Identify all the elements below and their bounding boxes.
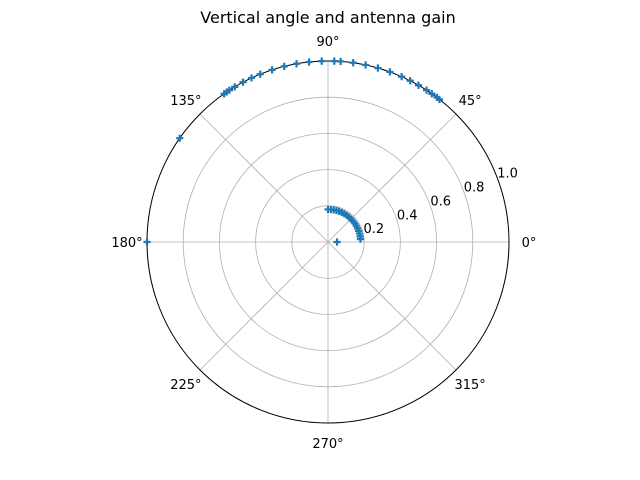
data-point	[256, 70, 264, 78]
angle-tick-label: 180°	[111, 236, 142, 251]
data-point	[330, 57, 338, 65]
data-point	[280, 62, 288, 70]
angle-tick-label: 0°	[522, 236, 537, 251]
data-point	[143, 238, 151, 246]
radial-tick-label: 1.0	[497, 167, 518, 182]
data-point	[318, 57, 326, 65]
polar-grid	[146, 60, 510, 424]
angular-gridline-7	[327, 241, 457, 371]
data-point	[268, 66, 276, 74]
data-point	[349, 59, 357, 67]
angle-tick-label: 315°	[454, 378, 485, 393]
data-point	[433, 93, 441, 102]
data-point	[220, 90, 228, 98]
data-point	[333, 238, 341, 246]
angle-tick-label: 45°	[459, 94, 482, 109]
data-point	[362, 61, 370, 69]
data-points	[143, 57, 444, 246]
angle-tick-label: 270°	[312, 437, 343, 452]
data-point	[374, 64, 382, 72]
angular-gridline-5	[199, 241, 329, 371]
data-point	[406, 77, 414, 85]
data-point	[239, 78, 247, 86]
data-point	[247, 74, 256, 82]
data-point	[176, 134, 184, 142]
radial-tick-label: 0.8	[464, 181, 485, 196]
data-point	[292, 60, 301, 68]
data-point	[337, 57, 345, 66]
radial-tick-label: 0.2	[363, 222, 384, 237]
data-point	[324, 205, 332, 214]
radial-tick-label: 0.4	[397, 208, 418, 223]
chart-title: Vertical angle and antenna gain	[200, 8, 455, 27]
data-point	[386, 68, 394, 76]
angle-tick-label: 225°	[170, 378, 201, 393]
angular-gridline-1	[327, 113, 457, 243]
data-point	[428, 90, 436, 98]
tick-labels: 0° 45° 90° 135° 180° 225° 270° 315° 0.2 0.4 0.6 0.8…	[111, 35, 536, 452]
data-point	[414, 81, 423, 89]
data-point	[422, 86, 431, 94]
radial-tick-label: 0.6	[430, 194, 451, 209]
data-point	[231, 83, 239, 91]
angle-tick-label: 90°	[316, 35, 339, 50]
angular-gridline-3	[199, 113, 329, 243]
data-point	[305, 58, 313, 66]
data-point	[398, 73, 406, 81]
angle-tick-label: 135°	[170, 94, 201, 109]
